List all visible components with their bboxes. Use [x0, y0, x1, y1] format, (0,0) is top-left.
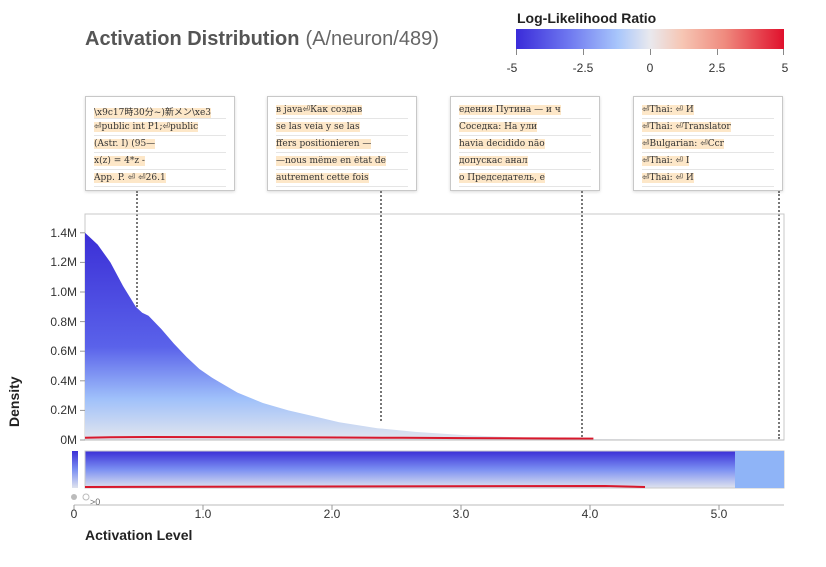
card-row: ⏎Bulgarian: ⏎Ccr: [642, 139, 774, 153]
card-row: о Председатель, е: [459, 173, 591, 187]
overview-strip: [84, 450, 785, 489]
card-row: ⏎Thai: ⏎ И: [642, 173, 774, 187]
example-card-3[interactable]: едения Путина — и ч Соседка: На ули havi…: [450, 96, 600, 191]
x-tick-label: 3.0: [452, 507, 470, 521]
example-card-1[interactable]: \x9c17時30分~)新メン\xe3 ⏎public int P1;⏎publ…: [85, 96, 235, 191]
example-card-2[interactable]: в java⏎Как создав se las veía y se las f…: [267, 96, 417, 191]
y-tick-label: 1.2M: [50, 255, 77, 270]
card-row: ffers positionieren —: [276, 139, 408, 153]
card-connector-line: [136, 191, 138, 307]
card-connector-line: [380, 191, 382, 421]
overview-handle-dot: [82, 493, 90, 501]
x-tick-label: 4.0: [581, 507, 599, 521]
card-row: (Astr. I) (95—: [94, 139, 226, 153]
card-row: ⏎Thai: ⏎Translator: [642, 122, 774, 136]
overview-label: >0: [90, 497, 101, 507]
legend-title: Log-Likelihood Ratio: [517, 10, 657, 26]
x-tick-label: 0: [70, 507, 78, 521]
y-tick-label: 0.4M: [50, 373, 77, 388]
card-row: в java⏎Как создав: [276, 105, 408, 119]
card-row: App. P. ⏎ ⏎26.1: [94, 173, 226, 187]
card-row: ⏎Thai: ⏎ И: [642, 105, 774, 119]
card-connector-line: [778, 191, 780, 439]
y-tick-label: 0.2M: [50, 403, 77, 418]
positive-ratio-line: [84, 435, 594, 440]
overview-tail: [735, 451, 784, 488]
legend-tick: [516, 49, 517, 55]
chart-subtitle: (A/neuron/489): [305, 28, 439, 50]
legend-label: 0: [646, 61, 654, 75]
card-row: se las veía y se las: [276, 122, 408, 136]
legend-label: 2.5: [708, 61, 726, 75]
overview-handle-dot: [71, 494, 77, 500]
x-axis-label: Activation Level: [85, 527, 193, 543]
card-row: Соседка: На ули: [459, 122, 591, 136]
card-row: —nous même en état de: [276, 156, 408, 170]
example-card-4[interactable]: ⏎Thai: ⏎ И ⏎Thai: ⏎Translator ⏎Bulgarian…: [633, 96, 783, 191]
card-row: x(z) = 4*z -: [94, 156, 226, 170]
card-row: ⏎public int P1;⏎public: [94, 122, 226, 136]
chart-title: Activation Distribution (A/neuron/489): [85, 28, 439, 51]
x-tick-label: 5.0: [710, 507, 728, 521]
legend-label: -5: [506, 61, 518, 75]
card-row: autrement cette fois: [276, 173, 408, 187]
card-row: ⏎Thai: ⏎ І: [642, 156, 774, 170]
legend-tick: [717, 49, 718, 55]
y-tick-label: 0.8M: [50, 314, 77, 329]
x-tick-label: 1.0: [194, 507, 212, 521]
title-text: Activation Distribution: [85, 28, 300, 50]
legend-label: -2.5: [572, 61, 594, 75]
overview-red-line: [84, 484, 646, 488]
overview-mini-bar: [72, 451, 78, 488]
card-row: едения Путина — и ч: [459, 105, 591, 119]
y-tick-label: 1.4M: [50, 225, 77, 240]
y-tick-label: 0M: [60, 433, 77, 447]
card-row: допускас анал: [459, 156, 591, 170]
legend-tick: [583, 49, 584, 55]
legend-tick: [783, 49, 784, 55]
legend-tick: [650, 49, 651, 55]
x-tick-label: 2.0: [323, 507, 341, 521]
legend-colorbar: [516, 29, 784, 49]
card-row: \x9c17時30分~)新メン\xe3: [94, 105, 226, 119]
card-connector-line: [581, 191, 583, 437]
y-tick-label: 1.0M: [50, 285, 77, 299]
y-tick-label: 0.6M: [50, 344, 77, 359]
density-area: [85, 232, 784, 440]
card-row: havia decidido não: [459, 139, 591, 153]
legend-label: 5: [781, 61, 789, 75]
